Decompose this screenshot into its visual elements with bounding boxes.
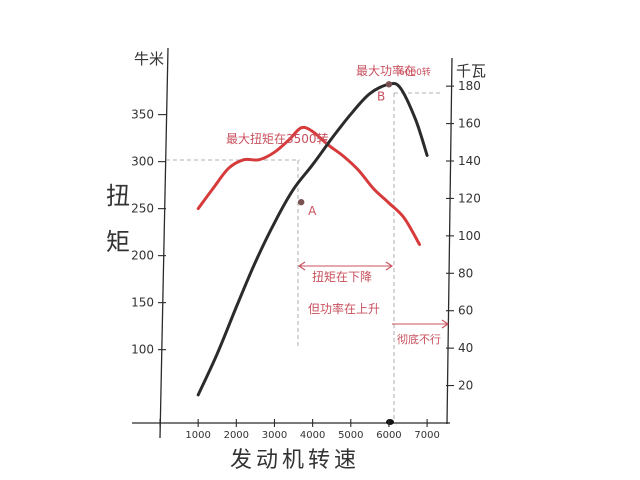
left-y-tick-label: 250 [131,202,154,216]
right-y-tick-label: 180 [458,79,481,93]
right-y-tick-label: 120 [458,191,481,205]
left-y-tick-label: 200 [131,249,154,263]
rpm-marker-dot [386,419,394,425]
left-y-tick-label: 300 [131,155,154,169]
x-tick-label: 7000 [414,430,439,441]
left-y-axis [159,47,169,439]
x-tick-label: 6000 [376,430,401,441]
x-tick-label: 4000 [300,430,325,441]
left-y-tick-label: 350 [131,108,154,122]
x-tick-label: 5000 [338,430,363,441]
right-y-tick-label: 140 [458,154,481,168]
x-axis-ticks: 1000 2000 3000 4000 5000 6000 7000 [159,419,440,441]
point-label: A [308,204,317,218]
left-y-axis-title: 扭矩 [106,182,130,256]
right-y-tick-label: 40 [458,341,473,355]
right-y-axis-ticks: 20 40 60 80 100 120 140 160 180 [446,79,481,393]
x-tick-label: 3000 [262,430,287,441]
point-marker [297,198,305,206]
x-tick-label: 2000 [224,430,249,441]
left-y-axis-ticks: 100 150 200 250 300 350 [131,108,166,357]
point-marker [385,81,393,88]
x-axis-title: 发动机转速 [230,448,360,473]
torque-falling-note: 扭矩在下降 [312,270,372,284]
right-y-unit-label: 千瓦 [456,62,486,80]
bottom-right-note: 彻底不行 [397,332,441,346]
max-torque-note: 最大扭矩在3500转 [226,131,329,146]
power-rising-note: 但功率在上升 [308,301,380,316]
power-curve [196,81,429,397]
right-y-tick-label: 20 [458,379,473,393]
torque-falling-arrow [298,261,393,271]
x-tick-label: 1000 [185,430,210,441]
bottom-right-arrow [392,319,449,329]
left-y-unit-label: 牛米 [134,50,164,68]
right-y-tick-label: 60 [458,304,473,318]
point-label: B [377,89,385,103]
max-power-note-1: 最大功率在 [356,63,416,78]
curve-points: AB [297,81,393,218]
max-power-note-2: 6000转 [399,66,431,78]
right-y-tick-label: 80 [458,266,473,280]
left-y-tick-label: 100 [131,343,154,357]
right-y-tick-label: 100 [458,229,481,243]
left-y-tick-label: 150 [131,296,154,310]
right-y-tick-label: 160 [458,117,481,131]
right-y-axis [446,57,453,425]
torque-curve [196,125,421,246]
